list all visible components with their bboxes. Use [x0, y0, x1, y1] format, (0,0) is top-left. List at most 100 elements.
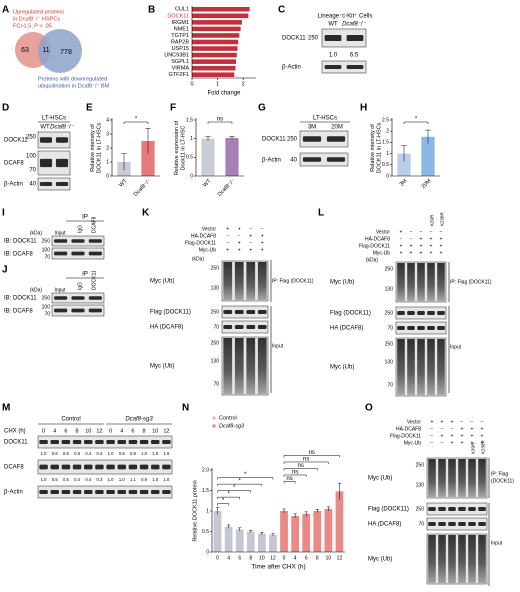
legend-label: Dcaf8-sg3	[219, 423, 245, 429]
label: 70	[29, 168, 36, 174]
label: (kDa)	[30, 287, 43, 293]
label: +	[261, 240, 264, 246]
blot-band	[50, 439, 59, 445]
panel-label: B	[148, 5, 155, 16]
blot	[37, 459, 173, 475]
bar	[192, 20, 242, 25]
x-tick-label: 10	[326, 555, 332, 561]
label: Flag-DOCK11	[185, 240, 216, 246]
label: Myc-Ub	[199, 247, 216, 253]
label: Dcaf8⁻/⁻	[342, 22, 367, 28]
label: −	[261, 226, 264, 232]
label: 250	[416, 506, 425, 512]
blot-band	[397, 325, 405, 331]
blot-smear	[458, 535, 466, 583]
error-bar	[227, 524, 231, 529]
blot-band	[139, 489, 149, 495]
label: Upregulated proteins	[13, 9, 64, 15]
blot-band	[84, 439, 93, 445]
blot-smear	[427, 263, 435, 301]
label: 250	[385, 341, 394, 347]
x-tick-label: 4	[294, 555, 297, 561]
sig-bracket	[217, 496, 240, 500]
label: Myc (Ub)	[330, 365, 354, 371]
label: 250	[287, 137, 298, 143]
blot-band	[438, 506, 446, 512]
label: in Dcaf8⁻/⁻ HSPCs	[13, 16, 60, 22]
label: Myc (Ub)	[368, 476, 392, 482]
label: ubiquitination in Dcaf8⁻/⁻ BM	[38, 83, 110, 89]
blot-smear	[478, 459, 486, 497]
label: LT-HSCs	[313, 116, 337, 122]
label: WT	[40, 125, 50, 131]
blot-smear	[257, 262, 267, 300]
label: HA (DCAF8)	[150, 325, 183, 331]
label: −	[451, 426, 454, 432]
blot-band	[458, 521, 466, 527]
label: +	[440, 243, 443, 249]
blot-band	[50, 489, 59, 495]
bar	[335, 491, 344, 552]
label: 8	[143, 428, 146, 434]
blot-band	[50, 464, 59, 470]
label: 10	[85, 428, 91, 434]
label: +	[226, 247, 229, 253]
blot	[221, 305, 269, 319]
label: DOCK11	[4, 138, 28, 144]
blot-smear	[428, 459, 436, 497]
label: LT-HSCs	[42, 116, 66, 122]
label: +	[420, 243, 423, 249]
label: 0.4	[74, 477, 80, 482]
y-tick-label: GTF2F1	[169, 72, 189, 78]
panel-label: K	[142, 208, 150, 219]
blot-smear	[234, 262, 244, 300]
blot-smear	[438, 459, 446, 497]
sig-label: ns	[309, 450, 315, 456]
blot-band	[72, 464, 82, 470]
panel-label: O	[365, 403, 373, 414]
y-tick-label: CUL1	[175, 7, 189, 13]
label: 6	[64, 428, 67, 434]
label: 70	[418, 521, 424, 527]
label: 1.0	[41, 451, 47, 456]
label: 130	[211, 358, 220, 364]
bar	[192, 6, 250, 12]
blot-band	[428, 521, 436, 527]
label: 70	[213, 381, 219, 387]
label: +	[451, 440, 454, 446]
label: IP	[82, 215, 88, 221]
axis-title: Relative intensity of	[370, 124, 376, 172]
label: 0.3	[97, 477, 103, 482]
label: 1.0	[329, 53, 338, 59]
label: 1.0	[108, 451, 114, 456]
y-tick-label: 2.5	[382, 117, 389, 123]
blot	[37, 485, 173, 499]
blot-band	[88, 308, 102, 313]
label: Vector	[202, 226, 217, 232]
blot-band	[397, 310, 405, 316]
label: 20M	[331, 125, 343, 131]
bar	[397, 153, 411, 176]
label: IgG	[77, 282, 83, 290]
error-bar	[304, 511, 308, 516]
blot-smear	[246, 338, 256, 394]
axis-title: DOCK11 in LT-HSCs	[376, 122, 382, 173]
label: 250	[211, 340, 220, 346]
panel-label: H	[360, 103, 367, 114]
label: (DOCK11)	[491, 478, 514, 484]
label: +	[430, 236, 433, 242]
error-bar	[205, 136, 211, 141]
label: Flag (DOCK11)	[330, 311, 371, 317]
label: (kDa)	[192, 256, 205, 262]
error-bar	[271, 533, 275, 537]
blot-band	[39, 489, 48, 495]
label: 0.5	[74, 451, 80, 456]
label: β-Actin	[282, 65, 301, 71]
label: −	[440, 229, 443, 235]
bar	[141, 141, 155, 176]
label: +	[430, 250, 433, 256]
blot-band	[326, 157, 346, 162]
label: β-Actin	[4, 490, 23, 496]
error-bar	[238, 527, 242, 532]
label: 250	[42, 295, 51, 301]
